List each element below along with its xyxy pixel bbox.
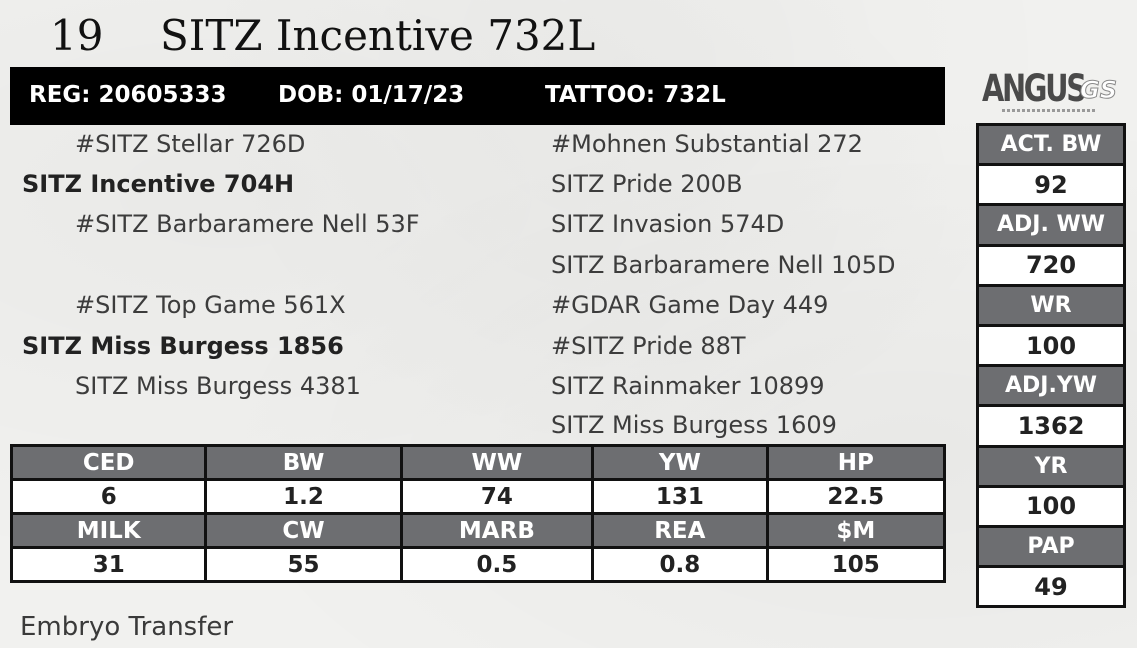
epd-value-dollar-m: 105 <box>765 546 947 583</box>
pedigree-sdd: SITZ Barbaramere Nell 105D <box>551 251 896 279</box>
epd-value-yw: 131 <box>591 478 769 515</box>
epd-header-cw: CW <box>204 512 403 549</box>
epd-header-hp: HP <box>765 444 947 481</box>
epd-table: CED BW WW YW HP 6 1.2 74 131 22.5 MILK C… <box>9 444 947 583</box>
epd-value-milk: 31 <box>9 546 208 583</box>
epd-header-row: MILK CW MARB REA $M <box>9 512 947 549</box>
tattoo: TATTOO: 732L <box>545 82 726 108</box>
epd-value-row: 6 1.2 74 131 22.5 <box>9 478 947 515</box>
pedigree-dam-dam: SITZ Miss Burgess 4381 <box>75 372 361 400</box>
pedigree-dss: #GDAR Game Day 449 <box>551 291 829 319</box>
lot-number: 19 <box>50 11 104 60</box>
perf-value-act-bw: 92 <box>976 163 1126 207</box>
pedigree-sds: SITZ Invasion 574D <box>551 210 785 238</box>
perf-label-adj-ww: ADJ. WW <box>976 203 1126 247</box>
epd-header-bw: BW <box>204 444 403 481</box>
birth-date: DOB: 01/17/23 <box>278 82 465 108</box>
perf-label-pap: PAP <box>976 524 1126 569</box>
pedigree-ssd: SITZ Pride 200B <box>551 170 743 198</box>
perf-label-act-bw: ACT. BW <box>976 122 1126 167</box>
lot-title: 19 SITZ Incentive 732L <box>50 8 595 64</box>
perf-value-wr: 100 <box>976 323 1126 368</box>
epd-value-ww: 74 <box>399 478 595 515</box>
epd-header-marb: MARB <box>399 512 595 549</box>
perf-value-adj-yw: 1362 <box>976 404 1126 448</box>
epd-header-milk: MILK <box>9 512 208 549</box>
perf-label-yr: YR <box>976 444 1126 488</box>
logo-word: ANGUS <box>982 67 1087 110</box>
epd-value-cw: 55 <box>204 546 403 583</box>
perf-label-adj-yw: ADJ.YW <box>976 364 1126 408</box>
perf-value-pap: 49 <box>976 565 1126 609</box>
performance-table: ACT. BW 92 ADJ. WW 720 WR 100 ADJ.YW 136… <box>976 122 1126 609</box>
epd-value-bw: 1.2 <box>204 478 403 515</box>
pedigree-sire: SITZ Incentive 704H <box>22 170 295 198</box>
epd-header-yw: YW <box>591 444 769 481</box>
registration-bar: REG: 20605333 DOB: 01/17/23 TATTOO: 732L <box>10 67 945 125</box>
epd-value-hp: 22.5 <box>765 478 947 515</box>
logo-suffix: GS <box>1080 76 1118 105</box>
epd-header-ced: CED <box>9 444 208 481</box>
logo-tagline-mark <box>1002 109 1097 112</box>
epd-value-rea: 0.8 <box>591 546 769 583</box>
epd-header-dollar-m: $M <box>765 512 947 549</box>
reg-number: REG: 20605333 <box>29 82 227 108</box>
perf-value-yr: 100 <box>976 484 1126 528</box>
epd-header-rea: REA <box>591 512 769 549</box>
pedigree-sss: #Mohnen Substantial 272 <box>551 130 863 158</box>
pedigree-dsd: #SITZ Pride 88T <box>551 332 746 360</box>
footnote: Embryo Transfer <box>20 612 234 642</box>
pedigree-ddd: SITZ Miss Burgess 1609 <box>551 411 837 439</box>
epd-value-marb: 0.5 <box>399 546 595 583</box>
epd-value-ced: 6 <box>9 478 208 515</box>
epd-header-ww: WW <box>399 444 595 481</box>
epd-header-row: CED BW WW YW HP <box>9 444 947 481</box>
pedigree-dds: SITZ Rainmaker 10899 <box>551 372 825 400</box>
perf-label-wr: WR <box>976 283 1126 327</box>
pedigree-sire-sire: #SITZ Stellar 726D <box>75 130 306 158</box>
angus-gs-logo: ANGUS GS <box>982 70 1122 120</box>
pedigree-dam-sire: #SITZ Top Game 561X <box>75 291 346 319</box>
epd-value-row: 31 55 0.5 0.8 105 <box>9 546 947 583</box>
pedigree-sire-dam: #SITZ Barbaramere Nell 53F <box>75 210 420 238</box>
perf-value-adj-ww: 720 <box>976 243 1126 287</box>
animal-name: SITZ Incentive 732L <box>160 11 596 60</box>
pedigree-dam: SITZ Miss Burgess 1856 <box>22 332 344 360</box>
